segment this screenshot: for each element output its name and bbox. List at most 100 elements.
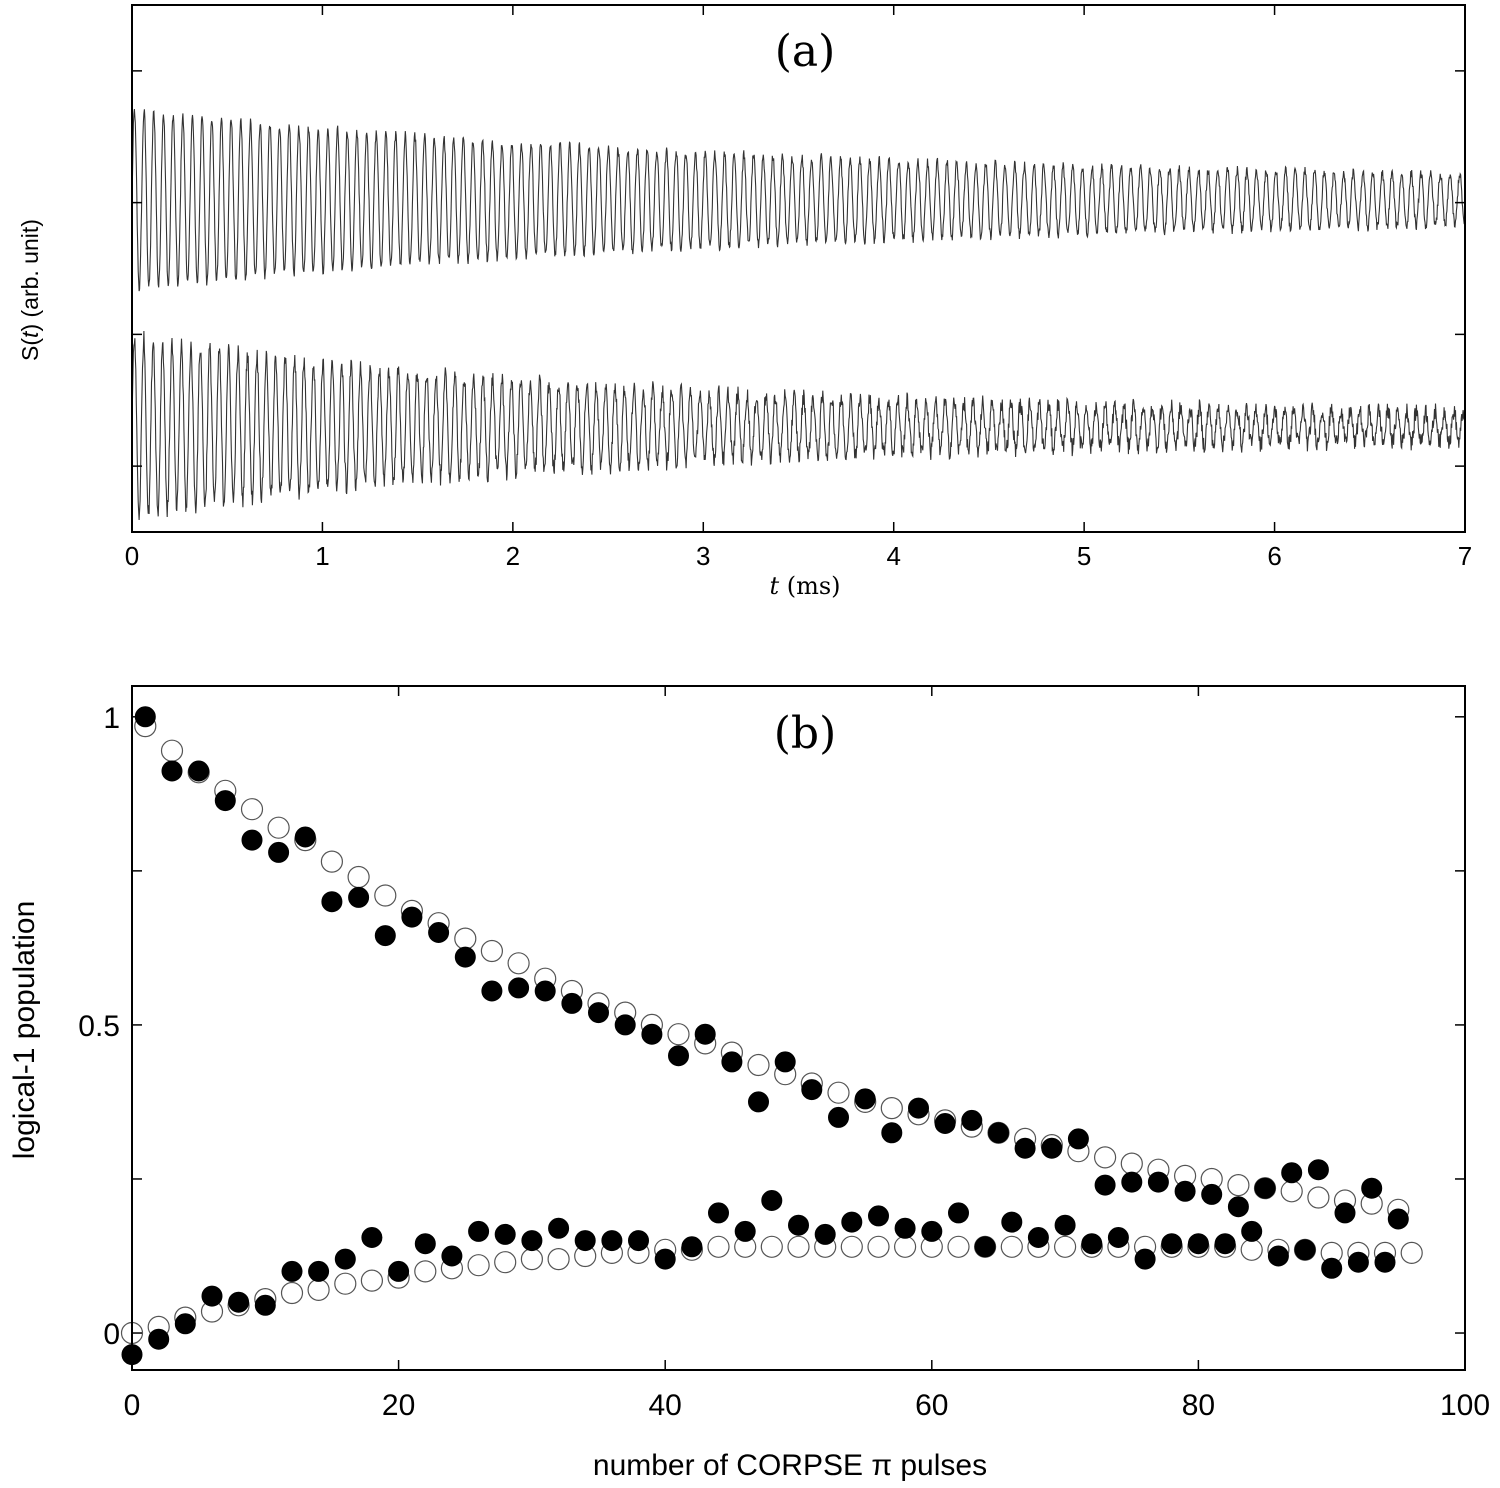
panel-b-filled-point <box>734 1220 756 1242</box>
panel-a-xlabel: t (ms) <box>769 572 840 600</box>
panel-b-filled-point <box>241 829 263 851</box>
panel-b-filled-point <box>694 1023 716 1045</box>
panel-b-filled-point <box>1081 1233 1103 1255</box>
panel-b-filled-point <box>1014 1137 1036 1159</box>
panel-b-open-point <box>240 798 264 821</box>
panel-b-open-point <box>160 739 184 762</box>
panel-b-filled-point <box>1267 1245 1289 1267</box>
panel-b-filled-point <box>934 1113 956 1134</box>
panel-b-filled-point <box>748 1091 769 1113</box>
panel-b-filled-point <box>1374 1251 1396 1273</box>
panel-b-open-point <box>414 1260 437 1283</box>
panel-b-filled-point <box>148 1328 170 1350</box>
panel-b-filled-point <box>1094 1174 1116 1196</box>
panel-a-label: (a) <box>775 26 836 77</box>
panel-b-filled-point <box>401 906 423 928</box>
panel-b-filled-point <box>334 1248 356 1270</box>
panel-b-open-point <box>480 939 503 963</box>
panel-b-open-point <box>893 1235 917 1258</box>
panel-b-open-point <box>747 1053 770 1077</box>
panel-b-filled-point <box>1294 1239 1316 1261</box>
panel-b-open-point <box>520 1247 544 1271</box>
panel-b-filled-point <box>548 1217 570 1239</box>
panel-a-xtick-label: 5 <box>1077 541 1091 571</box>
panel-b-filled-point <box>188 760 210 782</box>
panel-b-ytick-label: 0.5 <box>78 1010 120 1043</box>
panel-b-filled-point <box>908 1097 929 1119</box>
panel-b-filled-point <box>1387 1208 1409 1230</box>
panel-b-open-point <box>947 1235 970 1258</box>
panel-a-xlabel-var: t <box>769 572 779 600</box>
panel-b-label: (b) <box>774 708 837 759</box>
panel-b-filled-point <box>561 992 583 1014</box>
panel-b-filled-point <box>1107 1227 1129 1248</box>
panel-a-frame <box>131 4 1466 533</box>
panel-a-trace-upper <box>131 108 1466 292</box>
panel-b-open-point <box>374 884 397 907</box>
panel-b-open-point <box>867 1235 890 1258</box>
panel-b-filled-point <box>388 1260 410 1282</box>
panel-b-filled-point <box>534 980 556 1002</box>
panel-b-filled-point <box>348 886 370 908</box>
panel-b-filled-point <box>628 1230 649 1252</box>
panel-b-xtick-label: 20 <box>382 1389 415 1422</box>
panel-b-filled-point <box>468 1220 490 1242</box>
panel-b-open-point <box>507 952 530 975</box>
panel-b-filled-point <box>1281 1162 1303 1184</box>
panel-b-ytick-label: 0 <box>103 1318 120 1351</box>
panel-b-open-point <box>880 1096 903 1120</box>
panel-b-filled-point <box>894 1217 916 1239</box>
panel-b-filled-point <box>481 980 503 1002</box>
panel-a-ylabel-suffix: ) (arb. unit) <box>17 219 43 331</box>
panel-b-filled-point <box>1134 1248 1156 1270</box>
panel-a-xtick-label: 0 <box>125 541 139 571</box>
panel-b-filled-point <box>961 1109 983 1131</box>
panel-b-open-point <box>1307 1186 1330 1209</box>
panel-b-filled-point <box>788 1214 809 1236</box>
panel-b-filled-point <box>308 1260 330 1282</box>
panel-a-ylabel: S(t) (arb. unit) <box>17 219 43 361</box>
panel-b-filled-point <box>1227 1196 1249 1218</box>
panel-b-filled-point <box>1334 1202 1356 1224</box>
panel-b-filled-point <box>174 1313 196 1335</box>
panel-b-filled-point <box>1147 1171 1169 1193</box>
panel-b-filled-point <box>1174 1180 1196 1202</box>
panel-b-filled-point <box>161 760 183 782</box>
panel-a-xtick-label: 7 <box>1458 541 1472 571</box>
panel-b-open-point <box>760 1235 783 1258</box>
panel-b-filled-point <box>828 1106 849 1128</box>
panel-b-filled-point <box>1321 1257 1343 1279</box>
panel-b-ylabel: logical-1 population <box>8 901 41 1160</box>
panel-b-filled-point <box>761 1190 783 1211</box>
panel-b-filled-point <box>921 1220 943 1242</box>
panel-b-open-point <box>347 865 370 889</box>
panel-a-traces <box>131 108 1466 521</box>
panel-b-xtick-label: 0 <box>124 1389 141 1422</box>
panel-b-filled-point <box>374 925 396 947</box>
panel-b-filled-point <box>1067 1128 1089 1150</box>
panel-b-filled-point <box>1361 1177 1383 1199</box>
panel-b-filled-point <box>214 790 236 812</box>
panel-b-filled-point <box>988 1122 1009 1144</box>
panel-b-ticks: 0 20 40 60 80 100 0 0.5 1 <box>78 686 1490 1422</box>
panel-b-filled-point <box>814 1223 836 1245</box>
panel-a-ticks: 0 1 2 3 4 5 6 7 <box>125 5 1472 571</box>
panel-b-xtick-label: 100 <box>1440 1389 1490 1422</box>
panel-b-open-point <box>494 1251 517 1274</box>
panel-b-open-point <box>307 1278 330 1302</box>
panel-b-open-point <box>707 1235 730 1258</box>
panel-b-open-point <box>467 1254 490 1277</box>
panel-b-filled-point <box>1001 1211 1023 1233</box>
panel-b-filled-point <box>974 1236 996 1258</box>
panel-b-filled-point <box>1254 1177 1276 1199</box>
panel-b-filled-point <box>868 1205 889 1227</box>
panel-b-filled-point <box>201 1285 223 1307</box>
panel-b-filled-point <box>1307 1159 1329 1181</box>
panel-b-filled-point <box>228 1291 250 1313</box>
panel-b-filled-point <box>1347 1251 1369 1273</box>
panel-b-open-point <box>1400 1241 1423 1265</box>
panel-b-open-point <box>334 1272 357 1295</box>
panel-b-open-point <box>1227 1173 1250 1197</box>
